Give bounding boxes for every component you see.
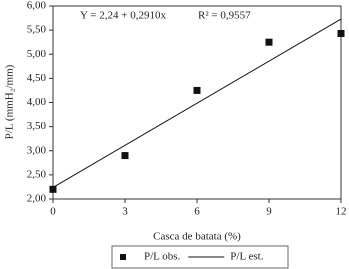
x-tick-label: 6 [194, 206, 200, 218]
legend-label: P/L est. [230, 251, 263, 263]
y-axis-title: P/L (mmH₂/mm) [4, 64, 16, 139]
data-point [121, 152, 129, 160]
y-tick-label: 4,50 [27, 72, 47, 84]
x-tick-label: 9 [266, 206, 272, 218]
y-tick-label: 3,50 [27, 120, 47, 132]
data-point [49, 185, 57, 193]
y-tick-label: 4,00 [27, 96, 47, 108]
legend-marker [120, 254, 126, 260]
plot-frame [52, 5, 342, 200]
data-point [265, 38, 273, 46]
x-tick-label: 3 [122, 206, 128, 218]
legend-box [111, 245, 289, 269]
data-point [193, 86, 201, 94]
y-tick-label: 2,50 [27, 168, 47, 180]
legend-label: P/L obs. [144, 251, 181, 263]
data-point [337, 30, 345, 38]
y-tick-label: 5,50 [27, 24, 47, 36]
y-tick-label: 3,00 [27, 144, 47, 156]
trend-line [52, 18, 342, 188]
r-squared: R² = 0,9557 [198, 10, 251, 22]
y-tick-label: 6,00 [27, 0, 47, 12]
x-tick-label: 0 [50, 206, 56, 218]
x-tick-label: 12 [336, 206, 347, 218]
equation: Y = 2,24 + 0,2910x [80, 10, 166, 22]
y-tick-label: 2,00 [27, 193, 47, 205]
y-tick-label: 5,00 [27, 48, 47, 60]
x-axis-title: Casca de batata (%) [153, 231, 241, 243]
